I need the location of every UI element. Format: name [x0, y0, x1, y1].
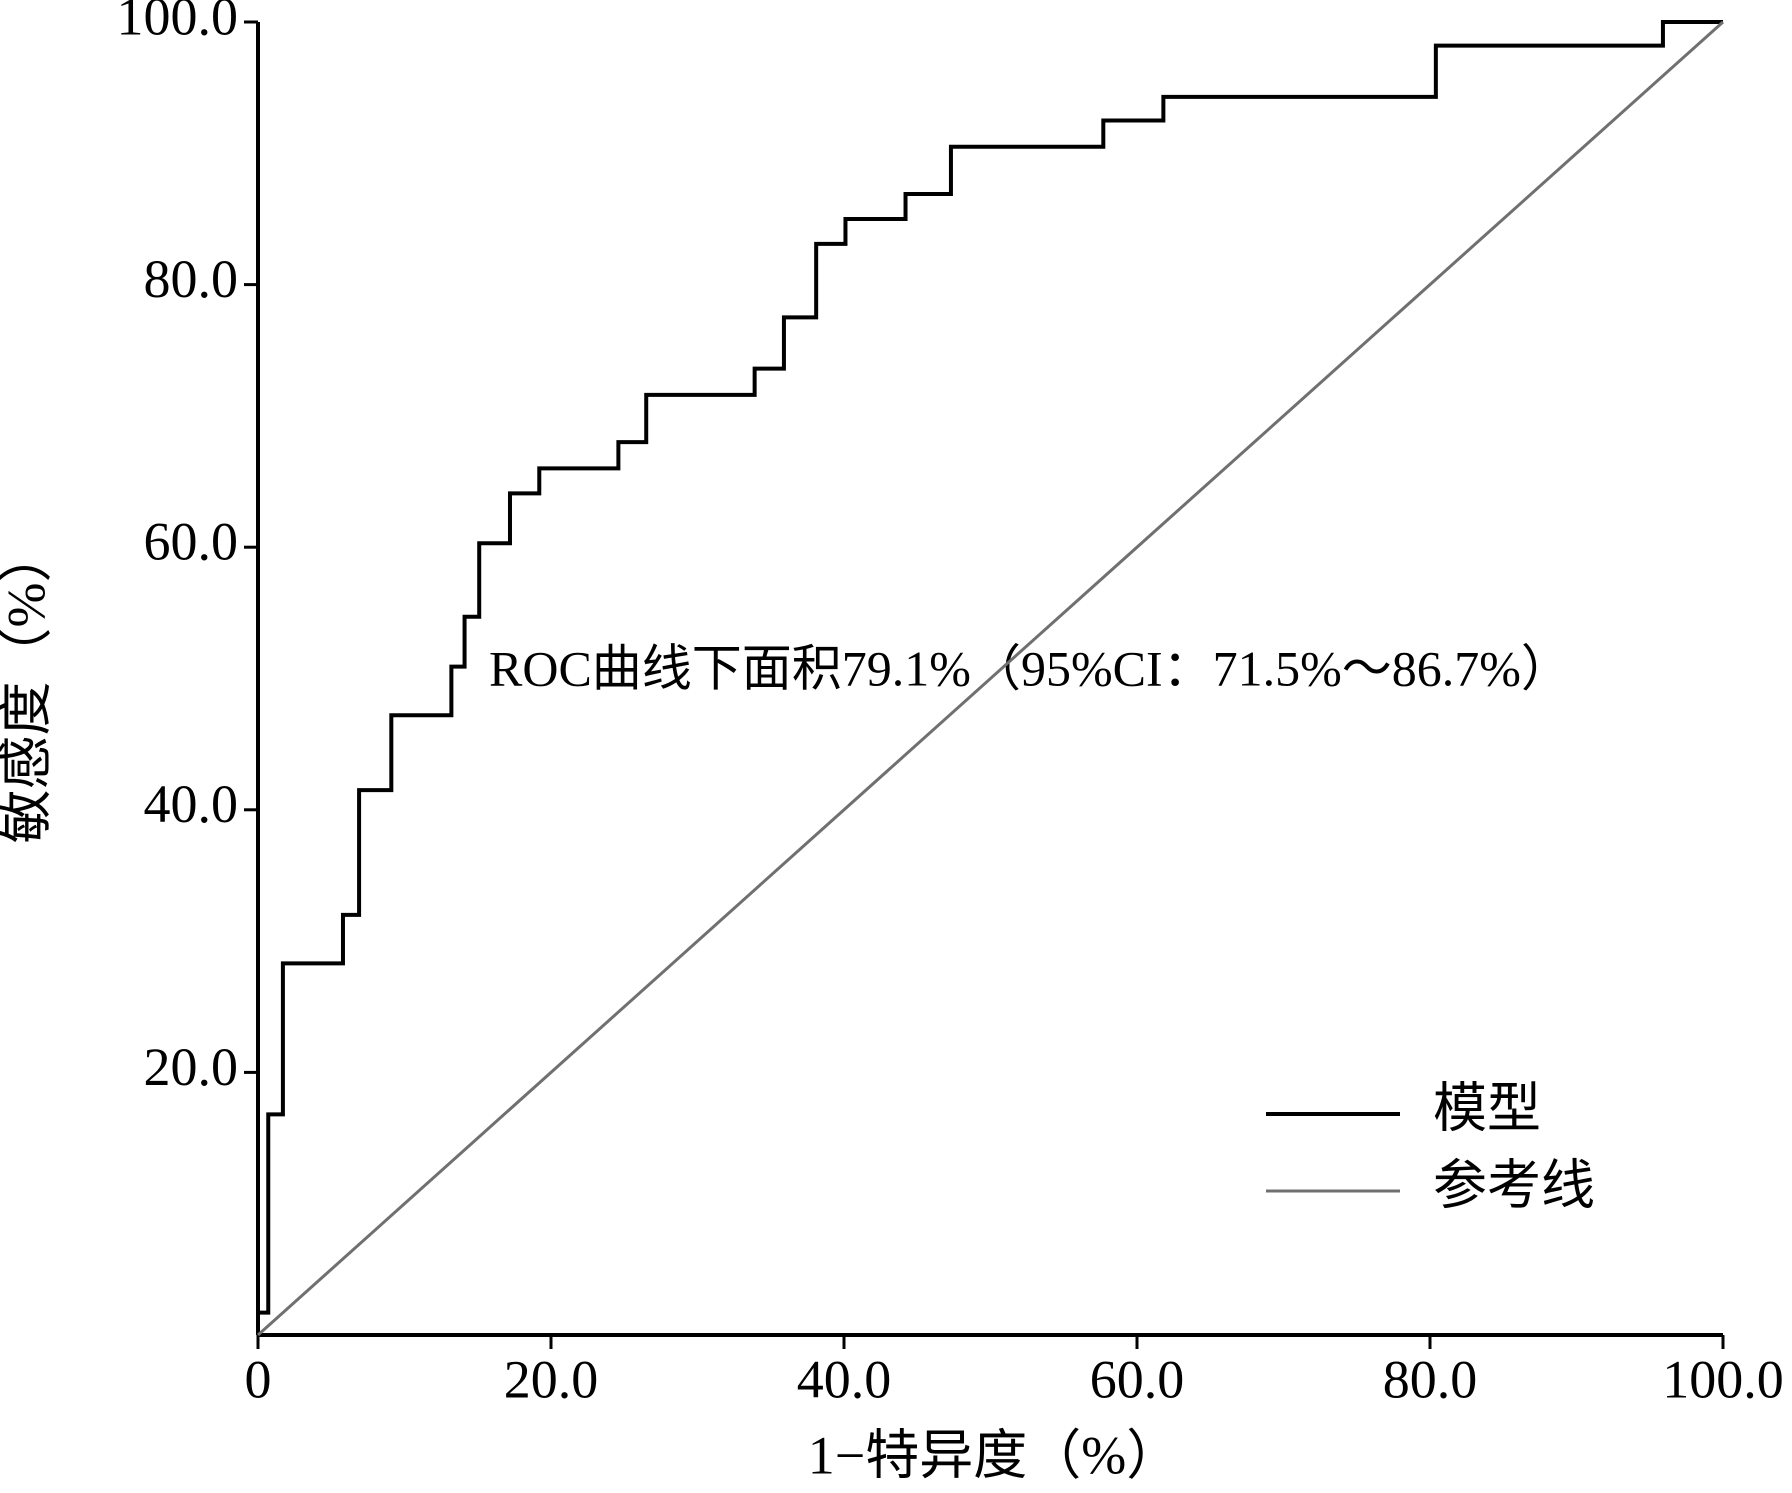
- x-tick-label: 100.0: [1662, 1349, 1784, 1409]
- y-axis-label: 敏感度（%）: [0, 529, 56, 844]
- legend-label: 参考线: [1433, 1155, 1595, 1215]
- y-tick-label: 100.0: [117, 0, 239, 46]
- x-tick-label: 20.0: [504, 1349, 599, 1409]
- y-tick-label: 40.0: [144, 774, 239, 834]
- x-tick-label: 40.0: [797, 1349, 892, 1409]
- line-series: [256, 20, 1725, 1337]
- x-tick-label: 0: [245, 1349, 272, 1409]
- x-tick-label: 80.0: [1383, 1349, 1478, 1409]
- y-tick-label: 60.0: [144, 512, 239, 572]
- legend-label: 模型: [1433, 1078, 1541, 1138]
- y-tick-label: 20.0: [144, 1037, 239, 1097]
- x-tick-label: 60.0: [1090, 1349, 1185, 1409]
- y-tick-label: 80.0: [144, 249, 239, 309]
- annotation: ROC曲线下面积79.1%（95%CI：71.5%～86.7%）: [489, 640, 1571, 696]
- line-series: [256, 20, 1723, 1335]
- x-axis-label: 1−特异度（%）: [808, 1425, 1180, 1485]
